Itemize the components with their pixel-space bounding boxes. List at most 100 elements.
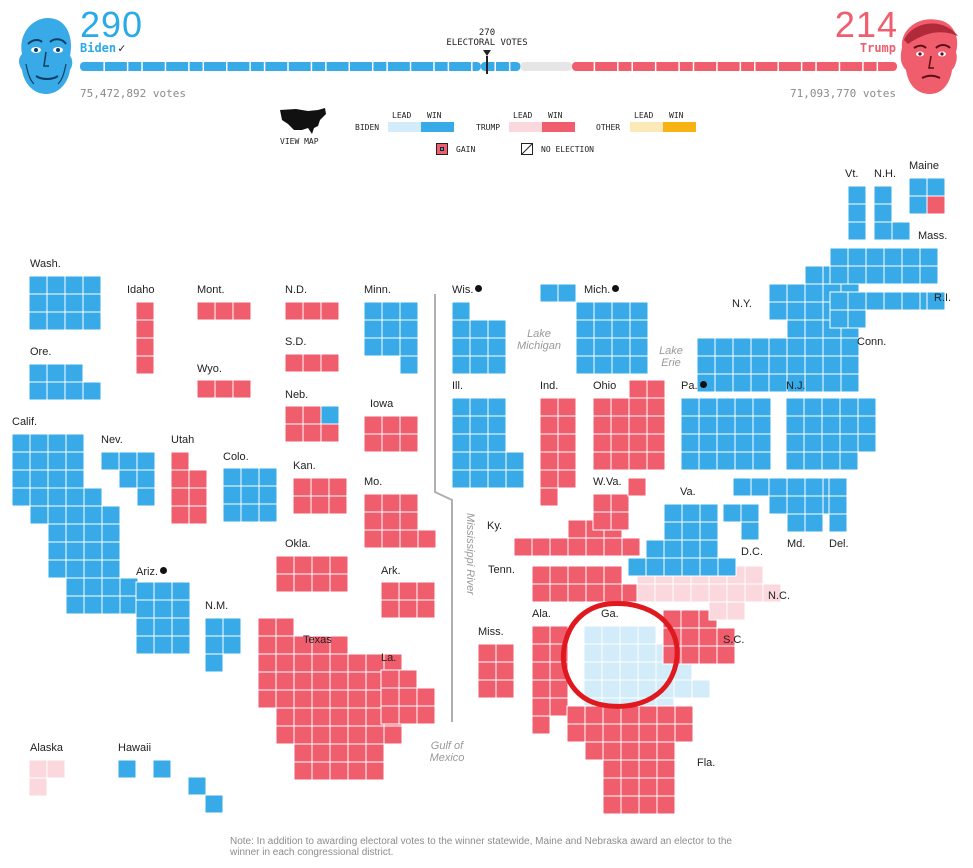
gain-dot-icon xyxy=(699,381,707,388)
state-name: Nev. xyxy=(101,434,123,446)
biden-name-text: Biden xyxy=(80,41,117,55)
state-name: Mich. xyxy=(584,284,611,296)
state-label-mont: Mont. xyxy=(197,284,225,296)
ev-bar-biden-win xyxy=(80,62,481,71)
state-label-vt: Vt. xyxy=(845,168,858,180)
state-label-ariz: Ariz. xyxy=(136,566,167,578)
winner-check-icon: ✓ xyxy=(118,41,126,55)
state-name: Wis. xyxy=(452,284,474,296)
state-label-wash: Wash. xyxy=(30,258,61,270)
threshold-label: 270 ELECTORAL VOTES xyxy=(420,28,554,48)
state-name: Md. xyxy=(787,538,806,550)
state-label-ore: Ore. xyxy=(30,346,51,358)
state-name: Ariz. xyxy=(136,566,158,578)
state-name: Ohio xyxy=(593,380,617,392)
legend-biden-label: BIDEN xyxy=(355,123,380,132)
trump-name: Trump xyxy=(859,41,896,55)
state-label-w-va: W.Va. xyxy=(593,476,622,488)
electoral-vote-bar xyxy=(80,61,897,72)
state-label-n-y: N.Y. xyxy=(732,298,752,310)
mississippi-label: Mississippi River xyxy=(464,513,476,595)
state-name: Ore. xyxy=(30,346,52,358)
legend-win-biden: WIN xyxy=(427,111,442,120)
state-name: Iowa xyxy=(370,398,394,410)
us-map-icon[interactable] xyxy=(278,106,328,136)
state-label-conn: Conn. xyxy=(857,336,886,348)
threshold-text: ELECTORAL VOTES xyxy=(446,38,528,48)
biden-portrait xyxy=(19,18,73,94)
state-label-hawaii: Hawaii xyxy=(118,742,151,754)
gain-dot-icon xyxy=(612,285,620,292)
state-label-texas: Texas xyxy=(303,634,332,646)
state-name: Wash. xyxy=(30,258,61,270)
state-name: Ark. xyxy=(381,565,401,577)
state-name: Va. xyxy=(680,486,696,498)
state-label-va: Va. xyxy=(680,486,696,498)
state-label-okla: Okla. xyxy=(285,538,311,550)
state-name: Wyo. xyxy=(197,363,222,375)
state-name: Tenn. xyxy=(488,564,515,576)
state-name: S.C. xyxy=(723,634,745,646)
state-label-minn: Minn. xyxy=(364,284,391,296)
state-name: Pa. xyxy=(681,380,698,392)
state-label-s-d: S.D. xyxy=(285,336,306,348)
state-name: R.I. xyxy=(934,292,952,304)
view-map-link[interactable]: VIEW MAP xyxy=(280,137,319,146)
state-label-ill: Ill. xyxy=(452,380,463,392)
state-label-ind: Ind. xyxy=(540,380,558,392)
state-name: Ill. xyxy=(452,380,463,392)
state-name: Vt. xyxy=(845,168,859,180)
state-name: Maine xyxy=(909,160,939,172)
state-label-pa: Pa. xyxy=(681,380,707,392)
state-label-ky: Ky. xyxy=(487,520,502,532)
state-label-tenn: Tenn. xyxy=(488,564,515,576)
state-name: N.H. xyxy=(874,168,896,180)
state-label-idaho: Idaho xyxy=(127,284,155,296)
legend-trump-label: TRUMP xyxy=(476,123,501,132)
footnote: Note: In addition to awarding electoral … xyxy=(230,836,732,858)
biden-popular-votes: 75,472,892 votes xyxy=(80,87,186,100)
state-name: Neb. xyxy=(285,389,309,401)
state-label-utah: Utah xyxy=(171,434,194,446)
biden-name: Biden ✓ xyxy=(80,41,125,55)
state-name: D.C. xyxy=(741,546,763,558)
state-name: N.Y. xyxy=(732,298,752,310)
trump-popular-votes: 71,093,770 votes xyxy=(790,87,896,100)
state-name: Ga. xyxy=(601,608,619,620)
legend-trump-lead-swatch xyxy=(509,122,542,132)
state-name: N.C. xyxy=(768,590,790,602)
threshold-marker xyxy=(486,56,488,74)
legend-lead-biden: LEAD xyxy=(392,111,412,120)
no-election-swatch xyxy=(521,143,533,155)
legend-biden-lead-swatch xyxy=(388,122,421,132)
state-label-wis: Wis. xyxy=(452,284,483,296)
state-name: N.M. xyxy=(205,600,229,612)
state-label-maine: Maine xyxy=(909,160,939,172)
state-label-ga: Ga. xyxy=(601,608,619,620)
state-label-r-i: R.I. xyxy=(934,292,951,304)
state-label-del: Del. xyxy=(829,538,849,550)
state-name: Mass. xyxy=(918,230,948,242)
state-label-mass: Mass. xyxy=(918,230,947,242)
state-name: Ky. xyxy=(487,520,503,532)
state-label-mo: Mo. xyxy=(364,476,382,488)
ev-bar-undecided xyxy=(520,62,573,71)
legend-win-trump: WIN xyxy=(548,111,563,120)
state-name: N.D. xyxy=(285,284,307,296)
legend-lead-other: LEAD xyxy=(634,111,654,120)
legend-win-other: WIN xyxy=(669,111,684,120)
state-name: Hawaii xyxy=(118,742,152,754)
state-label-ark: Ark. xyxy=(381,565,401,577)
state-label-ohio: Ohio xyxy=(593,380,616,392)
state-name: Conn. xyxy=(857,336,887,348)
state-name: Okla. xyxy=(285,538,311,550)
legend-biden-win-swatch xyxy=(421,122,454,132)
state-name: Colo. xyxy=(223,451,249,463)
legend-other-label: OTHER xyxy=(596,123,621,132)
state-name: W.Va. xyxy=(593,476,622,488)
legend-other-lead-swatch xyxy=(630,122,663,132)
state-label-fla: Fla. xyxy=(697,757,715,769)
state-name: Idaho xyxy=(127,284,155,296)
state-name: Kan. xyxy=(293,460,316,472)
